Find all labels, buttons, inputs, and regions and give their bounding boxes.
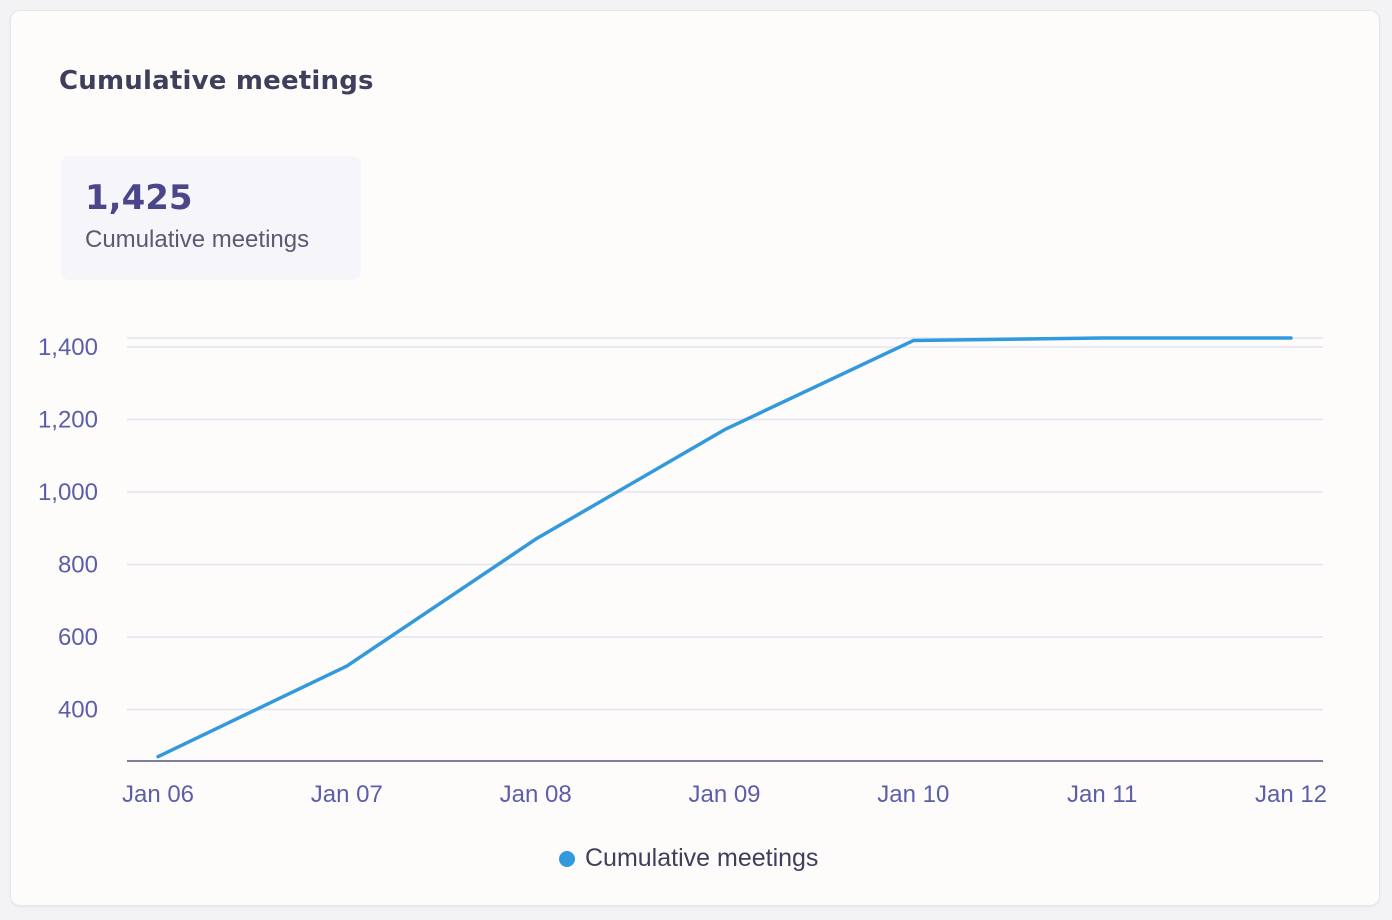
y-tick-label: 400 (58, 697, 98, 724)
card-title: Cumulative meetings (59, 66, 374, 96)
y-tick-label: 1,000 (38, 479, 98, 506)
x-tick-label: Jan 10 (877, 781, 949, 808)
x-tick-label: Jan 06 (122, 781, 194, 808)
x-tick-label: Jan 09 (688, 781, 760, 808)
stat-summary: 1,425 Cumulative meetings (61, 156, 361, 280)
y-tick-label: 1,200 (38, 407, 98, 434)
y-tick-label: 600 (58, 624, 98, 651)
legend-label: Cumulative meetings (585, 844, 819, 872)
stat-value: 1,425 (85, 178, 193, 218)
chart-card: Cumulative meetings 1,425 Cumulative mee… (10, 10, 1380, 906)
series-lines (156, 336, 1293, 759)
x-tick-label: Jan 11 (1067, 781, 1137, 808)
y-tick-label: 800 (58, 552, 98, 579)
y-axis-ticks: 400 600 800 1,000 1,200 1,400 (38, 334, 98, 723)
grid-lines (127, 337, 1323, 711)
x-axis-ticks: Jan 06 Jan 07 Jan 08 Jan 09 Jan 10 Jan 11 Jan … (122, 781, 1327, 808)
stat-label: Cumulative meetings (85, 226, 310, 253)
series-line[interactable] (156, 336, 1293, 759)
x-tick-label: Jan 07 (311, 781, 383, 808)
x-tick-label: Jan 12 (1255, 781, 1327, 808)
chart-legend[interactable]: Cumulative meetings (559, 844, 818, 873)
x-tick-label: Jan 08 (500, 781, 572, 808)
y-tick-label: 1,400 (38, 334, 98, 361)
legend-swatch (559, 850, 575, 867)
